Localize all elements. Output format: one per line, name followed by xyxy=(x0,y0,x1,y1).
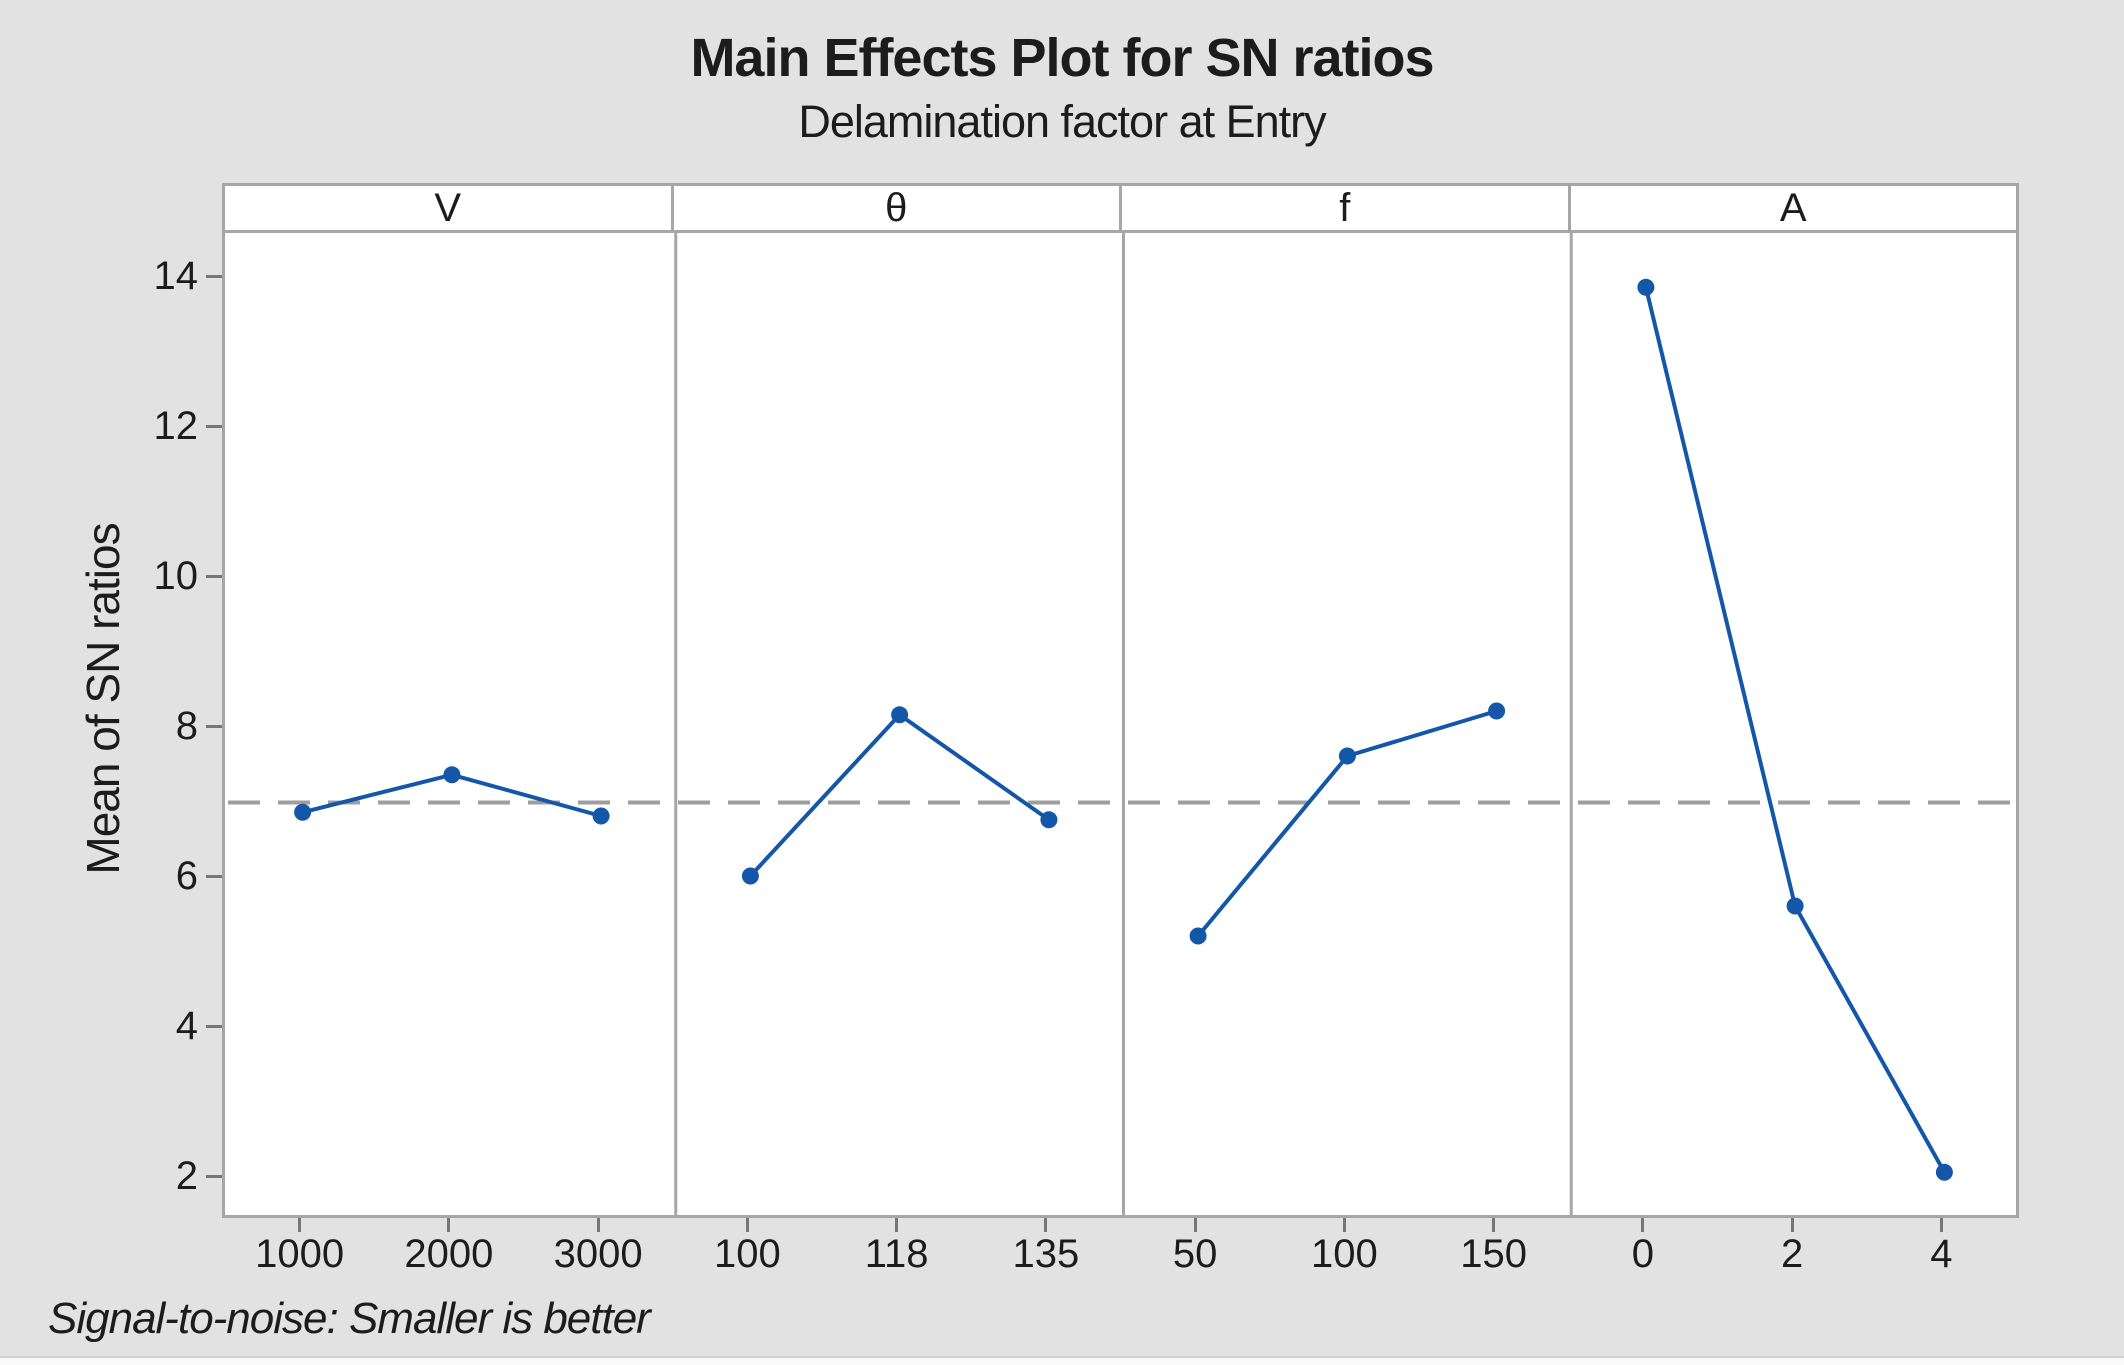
x-tick-mark xyxy=(1790,1218,1794,1232)
data-point xyxy=(443,766,461,784)
panel-header-4: A xyxy=(1567,186,2017,230)
data-point xyxy=(1040,811,1058,829)
data-point xyxy=(1338,747,1356,765)
panel-factor-label: V xyxy=(434,186,462,230)
x-tick-mark xyxy=(1044,1218,1048,1232)
series-line-4 xyxy=(1643,286,1947,1174)
footnote: Signal-to-noise: Smaller is better xyxy=(48,1294,651,1343)
x-tick-label: 4 xyxy=(1930,1232,1953,1276)
data-point xyxy=(1935,1163,1953,1181)
y-tick-label: 12 xyxy=(153,404,199,448)
y-tick-label: 10 xyxy=(153,554,199,598)
bottom-edge-strip xyxy=(0,1356,2124,1365)
y-tick-label: 6 xyxy=(175,854,198,898)
x-tick-mark xyxy=(298,1218,302,1232)
data-point xyxy=(294,803,312,821)
x-tick-label: 100 xyxy=(1311,1232,1378,1276)
data-point xyxy=(1189,927,1207,945)
y-tick-label: 14 xyxy=(153,254,199,298)
y-tick-label: 8 xyxy=(175,704,198,748)
y-tick-mark xyxy=(206,574,222,578)
y-tick-mark xyxy=(206,724,222,728)
chart-subtitle: Delamination factor at Entry xyxy=(798,96,1326,147)
data-point xyxy=(741,867,759,885)
y-tick-mark xyxy=(206,274,222,278)
x-tick-mark xyxy=(447,1218,451,1232)
panel-factor-label: θ xyxy=(885,186,908,230)
x-tick-label: 100 xyxy=(714,1232,781,1276)
x-tick-label: 2 xyxy=(1781,1232,1804,1276)
x-tick-label: 2000 xyxy=(404,1232,494,1276)
x-tick-mark xyxy=(1939,1218,1943,1232)
x-tick-mark xyxy=(1342,1218,1346,1232)
x-tick-label: 3000 xyxy=(553,1232,643,1276)
data-point xyxy=(1637,278,1655,296)
data-point xyxy=(1488,702,1506,720)
x-tick-label: 1000 xyxy=(255,1232,345,1276)
series-line-3 xyxy=(1196,709,1498,938)
x-tick-mark xyxy=(1492,1218,1496,1232)
x-tick-label: 0 xyxy=(1631,1232,1654,1276)
x-tick-label: 135 xyxy=(1012,1232,1080,1276)
y-tick-label: 4 xyxy=(175,1004,198,1048)
panel-header-3: f xyxy=(1119,186,1568,230)
panel-factor-label: A xyxy=(1779,186,1807,230)
panel-header-1: V xyxy=(225,186,671,230)
data-point xyxy=(592,807,610,825)
x-tick-label: 118 xyxy=(864,1232,929,1276)
y-tick-mark xyxy=(206,1174,222,1178)
y-tick-label: 2 xyxy=(175,1154,198,1198)
x-tick-label: 150 xyxy=(1460,1232,1527,1276)
y-tick-mark xyxy=(206,874,222,878)
y-tick-mark xyxy=(206,424,222,428)
x-tick-mark xyxy=(1641,1218,1645,1232)
y-tick-mark xyxy=(206,1024,222,1028)
chart-title: Main Effects Plot for SN ratios xyxy=(690,28,1434,88)
x-tick-mark xyxy=(895,1218,899,1232)
panel-header-2: θ xyxy=(670,186,1120,230)
series-line-2 xyxy=(748,712,1051,878)
x-tick-label: 50 xyxy=(1172,1232,1218,1276)
x-tick-mark xyxy=(1193,1218,1197,1232)
panel-factor-label: f xyxy=(1339,186,1351,230)
x-tick-mark xyxy=(596,1218,600,1232)
chart-canvas xyxy=(228,233,2019,1215)
data-point xyxy=(1786,897,1804,915)
data-point xyxy=(891,706,909,724)
x-tick-mark xyxy=(745,1218,749,1232)
plot-area xyxy=(222,230,2019,1218)
